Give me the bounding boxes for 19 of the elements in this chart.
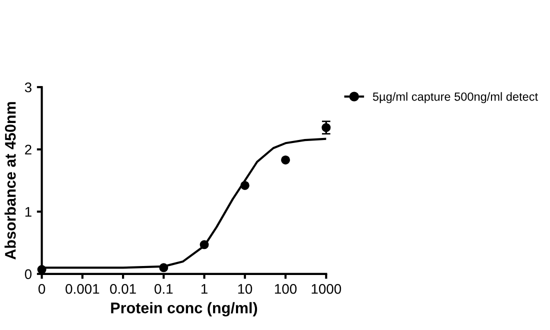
point xyxy=(200,240,209,250)
x-tick-label: 0 xyxy=(38,284,46,294)
y-tick-label: 2 xyxy=(25,144,32,154)
y-axis-title: Absorbance at 450nm xyxy=(4,102,16,260)
y-tick-label: 1 xyxy=(25,207,32,217)
x-tick-label: 0.001 xyxy=(66,284,100,294)
x-tick-label: 10 xyxy=(238,284,252,294)
legend-label: 5µg/ml capture 500ng/ml detect xyxy=(372,92,538,104)
y-tick-label: 3 xyxy=(24,82,32,92)
x-tick-label: 1 xyxy=(201,284,208,294)
x-tick-label: 1000 xyxy=(312,284,342,294)
x-tick-label: 0.01 xyxy=(110,284,136,294)
y-tick-label: 0 xyxy=(24,269,32,280)
point xyxy=(240,180,250,190)
point xyxy=(159,263,168,272)
x-axis-title: Protein conc (ng/ml) xyxy=(111,302,258,316)
x-tick-label: 100 xyxy=(275,284,297,294)
point xyxy=(281,155,290,164)
x-tick-label: 0.1 xyxy=(154,284,173,294)
